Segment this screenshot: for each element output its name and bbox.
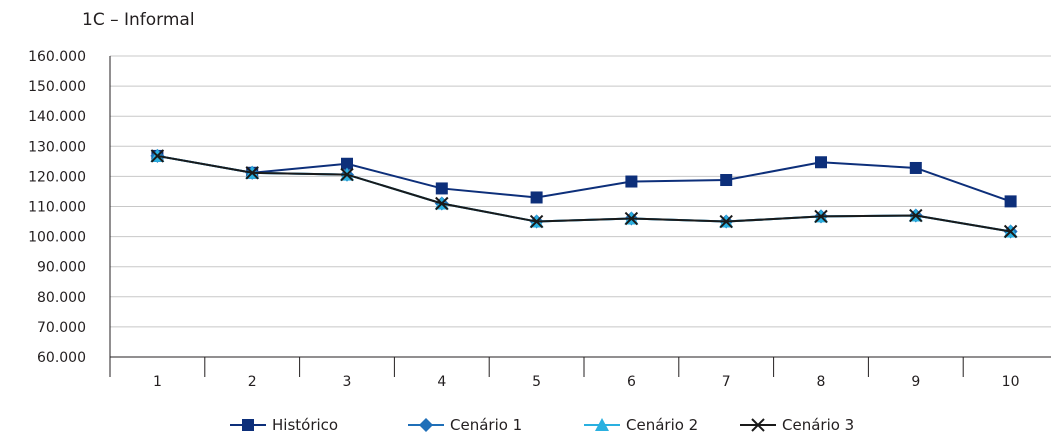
x-tick-label: 5 (532, 374, 541, 390)
y-tick-label: 110.000 (28, 200, 86, 216)
y-tick-label: 160.000 (28, 49, 86, 65)
data-point (814, 209, 828, 224)
x-tick-label: 3 (343, 374, 352, 390)
marker-stroke (150, 149, 165, 163)
data-point (1004, 195, 1017, 208)
legend-marker (595, 418, 609, 431)
legend-item: Cenário 3 (740, 416, 854, 434)
data-point (909, 161, 922, 174)
x-tick-label: 6 (627, 374, 636, 390)
legend-item: Cenário 1 (408, 416, 522, 434)
legend-label: Cenário 2 (626, 416, 698, 434)
y-tick-label: 130.000 (28, 139, 86, 155)
x-axis-ticks: 1 2 3 4 5 6 7 8 9 10 (109, 357, 1020, 390)
y-tick-label: 60.000 (37, 350, 86, 366)
data-point (341, 157, 353, 170)
marker-stroke (435, 196, 449, 211)
data-point (245, 166, 259, 180)
x-tick-label: 10 (1002, 374, 1020, 390)
legend-marker (242, 419, 254, 431)
x-tick-label: 2 (248, 374, 257, 390)
data-point (435, 196, 449, 211)
data-point (1003, 224, 1018, 239)
legend-label: Cenário 3 (782, 416, 854, 434)
marker-stroke (909, 208, 923, 223)
data-point (720, 174, 733, 187)
series-layer (150, 148, 1018, 239)
marker-stroke (624, 211, 639, 226)
x-tick-label: 9 (911, 374, 920, 390)
marker-stroke (1003, 224, 1018, 239)
data-point (150, 149, 165, 163)
data-point (815, 156, 827, 169)
marker-stroke (719, 214, 733, 229)
series-line-4 (157, 154, 1011, 233)
x-tick-label: 4 (437, 374, 446, 390)
legend-marker (419, 418, 433, 432)
x-tick-label: 1 (153, 374, 162, 390)
data-point (624, 211, 639, 226)
legend-marker (751, 418, 765, 432)
marker-stroke (751, 418, 765, 432)
marker-stroke (529, 214, 544, 229)
x-tick-label: 8 (817, 374, 826, 390)
marker-stroke (340, 167, 354, 182)
y-tick-label: 120.000 (28, 169, 86, 185)
y-tick-label: 90.000 (37, 260, 86, 276)
y-tick-label: 80.000 (37, 290, 86, 306)
data-point (340, 167, 354, 182)
data-point (625, 175, 638, 188)
legend-label: Histórico (272, 416, 338, 434)
data-point (435, 182, 448, 195)
y-tick-label: 100.000 (28, 230, 86, 246)
y-axis-ticks: 60.000 70.000 80.000 90.000 100.000 110.000 12… (28, 49, 86, 366)
legend-item: Histórico (230, 416, 338, 434)
y-tick-label: 140.000 (28, 109, 86, 125)
y-tick-label: 70.000 (37, 320, 86, 336)
y-tick-label: 150.000 (28, 79, 86, 95)
data-point (719, 214, 733, 229)
legend: Histórico Cenário 1 Cenário 2 Cenário 3 (230, 416, 854, 434)
legend-label: Cenário 1 (450, 416, 522, 434)
chart-title: 1C – Informal (82, 10, 195, 30)
marker-stroke (245, 166, 259, 180)
data-point (909, 208, 923, 223)
legend-item: Cenário 2 (584, 416, 698, 434)
data-point (530, 191, 543, 204)
grid-lines (110, 55, 1051, 358)
x-tick-label: 7 (722, 374, 731, 390)
data-point (529, 214, 544, 229)
marker-stroke (814, 209, 828, 224)
series-line-1 (157, 154, 1011, 203)
